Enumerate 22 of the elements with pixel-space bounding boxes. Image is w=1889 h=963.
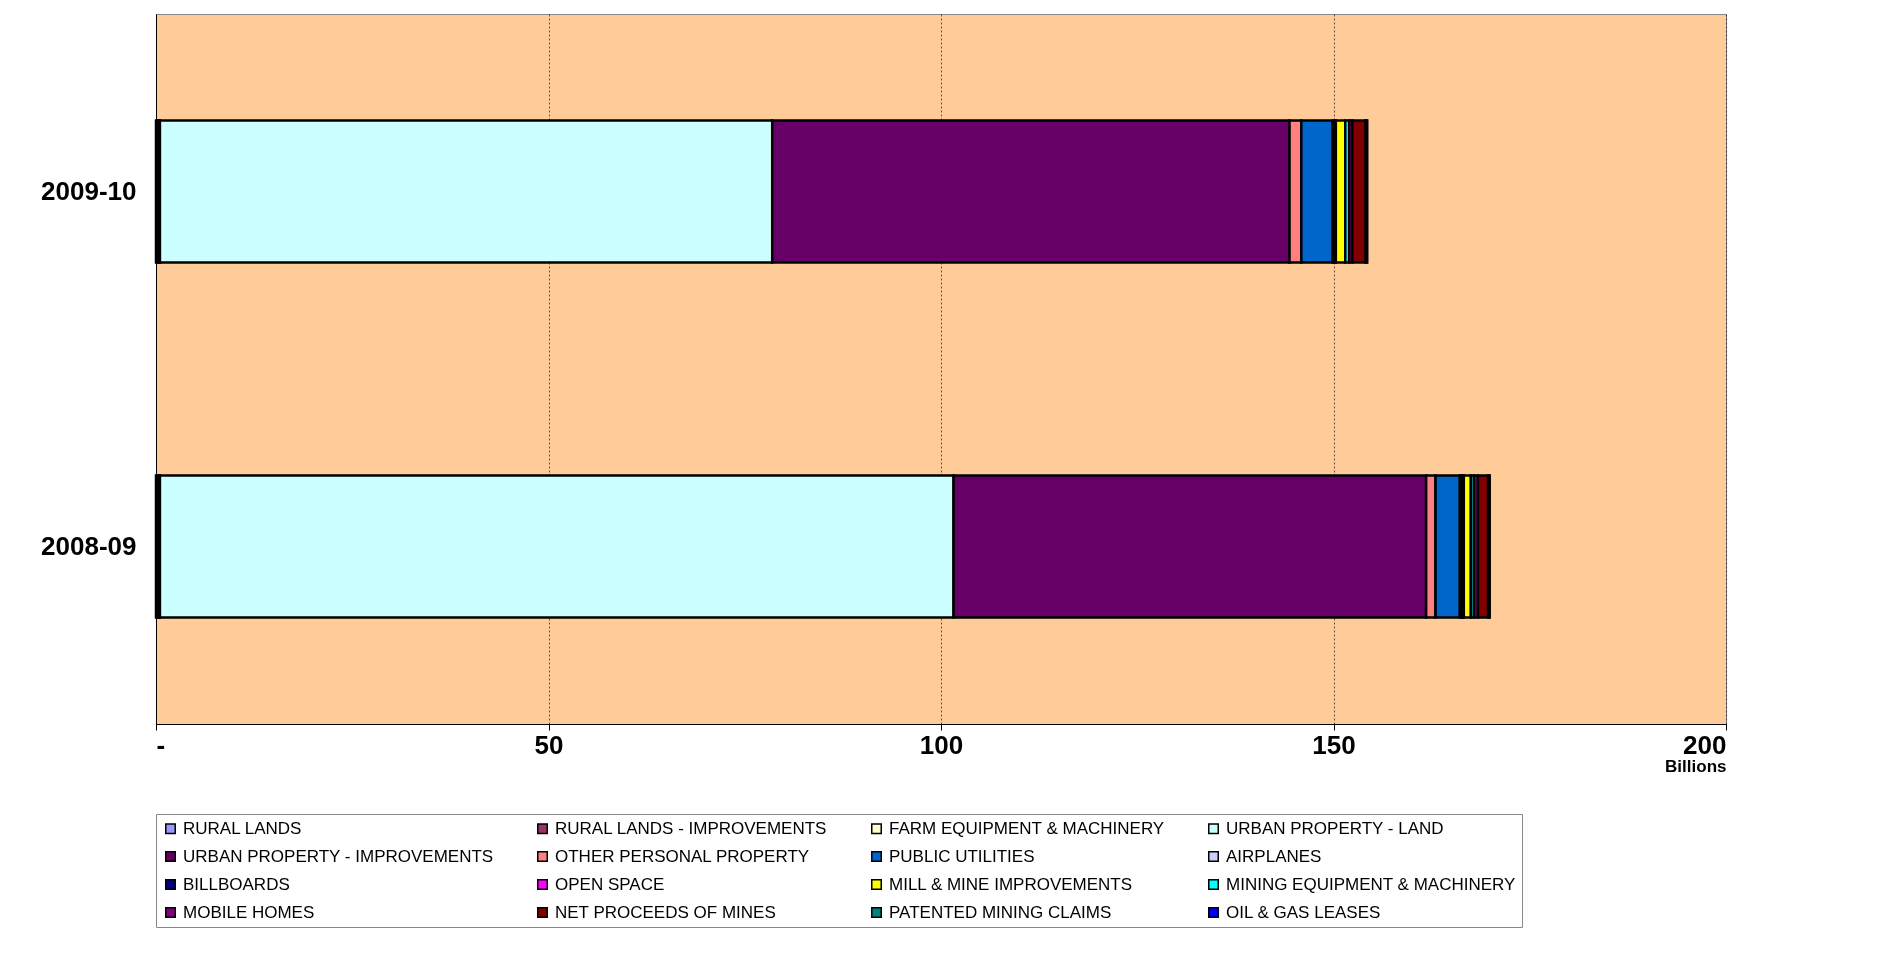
legend-label: MILL & MINE IMPROVEMENTS	[889, 874, 1133, 894]
legend-label: OPEN SPACE	[555, 874, 665, 894]
legend-label: OIL & GAS LEASES	[1226, 902, 1381, 922]
legend-label: URBAN PROPERTY - LAND	[1226, 818, 1444, 838]
legend-label: AIRPLANES	[1226, 846, 1322, 866]
x-tick-label: -	[156, 729, 166, 760]
legend-label: MOBILE HOMES	[183, 902, 315, 922]
legend-label: BILLBOARDS	[183, 874, 290, 894]
x-tick-label: 150	[1312, 729, 1356, 760]
y-tick-label: 2009-10	[41, 175, 137, 206]
legend-label: MINING EQUIPMENT & MACHINERY	[1226, 874, 1516, 894]
x-tick-label: 100	[919, 729, 964, 760]
legend-label: FARM EQUIPMENT & MACHINERY	[889, 818, 1165, 838]
legend-label: URBAN PROPERTY - IMPROVEMENTS	[183, 846, 494, 866]
y-tick-label: 2008-09	[41, 530, 137, 561]
legend-label: RURAL LANDS - IMPROVEMENTS	[555, 818, 827, 838]
legend-label: NET PROCEEDS OF MINES	[555, 902, 776, 922]
legend-label: PATENTED MINING CLAIMS	[889, 902, 1112, 922]
x-tick-label: 50	[534, 729, 564, 760]
legend-label: PUBLIC UTILITIES	[889, 846, 1035, 866]
legend-label: RURAL LANDS	[183, 818, 302, 838]
legend-label: OTHER PERSONAL PROPERTY	[555, 846, 810, 866]
